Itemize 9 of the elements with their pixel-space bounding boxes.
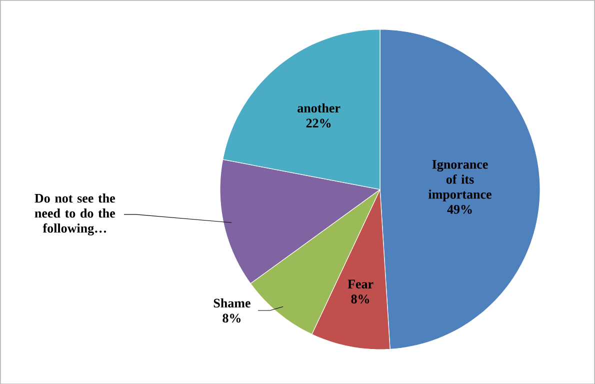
- slice-label: Do not see the need to do the following…: [34, 193, 116, 236]
- data-label: 22%: [306, 118, 331, 128]
- data-label: 8%: [222, 314, 241, 322]
- data-label: 49%: [447, 204, 472, 214]
- slice-label: another: [298, 103, 340, 112]
- data-label: 8%: [351, 294, 370, 304]
- slice-label: Fear: [348, 280, 374, 288]
- slice-label: Shame: [214, 298, 250, 308]
- slice-label: Ignorance of its importance: [428, 160, 492, 202]
